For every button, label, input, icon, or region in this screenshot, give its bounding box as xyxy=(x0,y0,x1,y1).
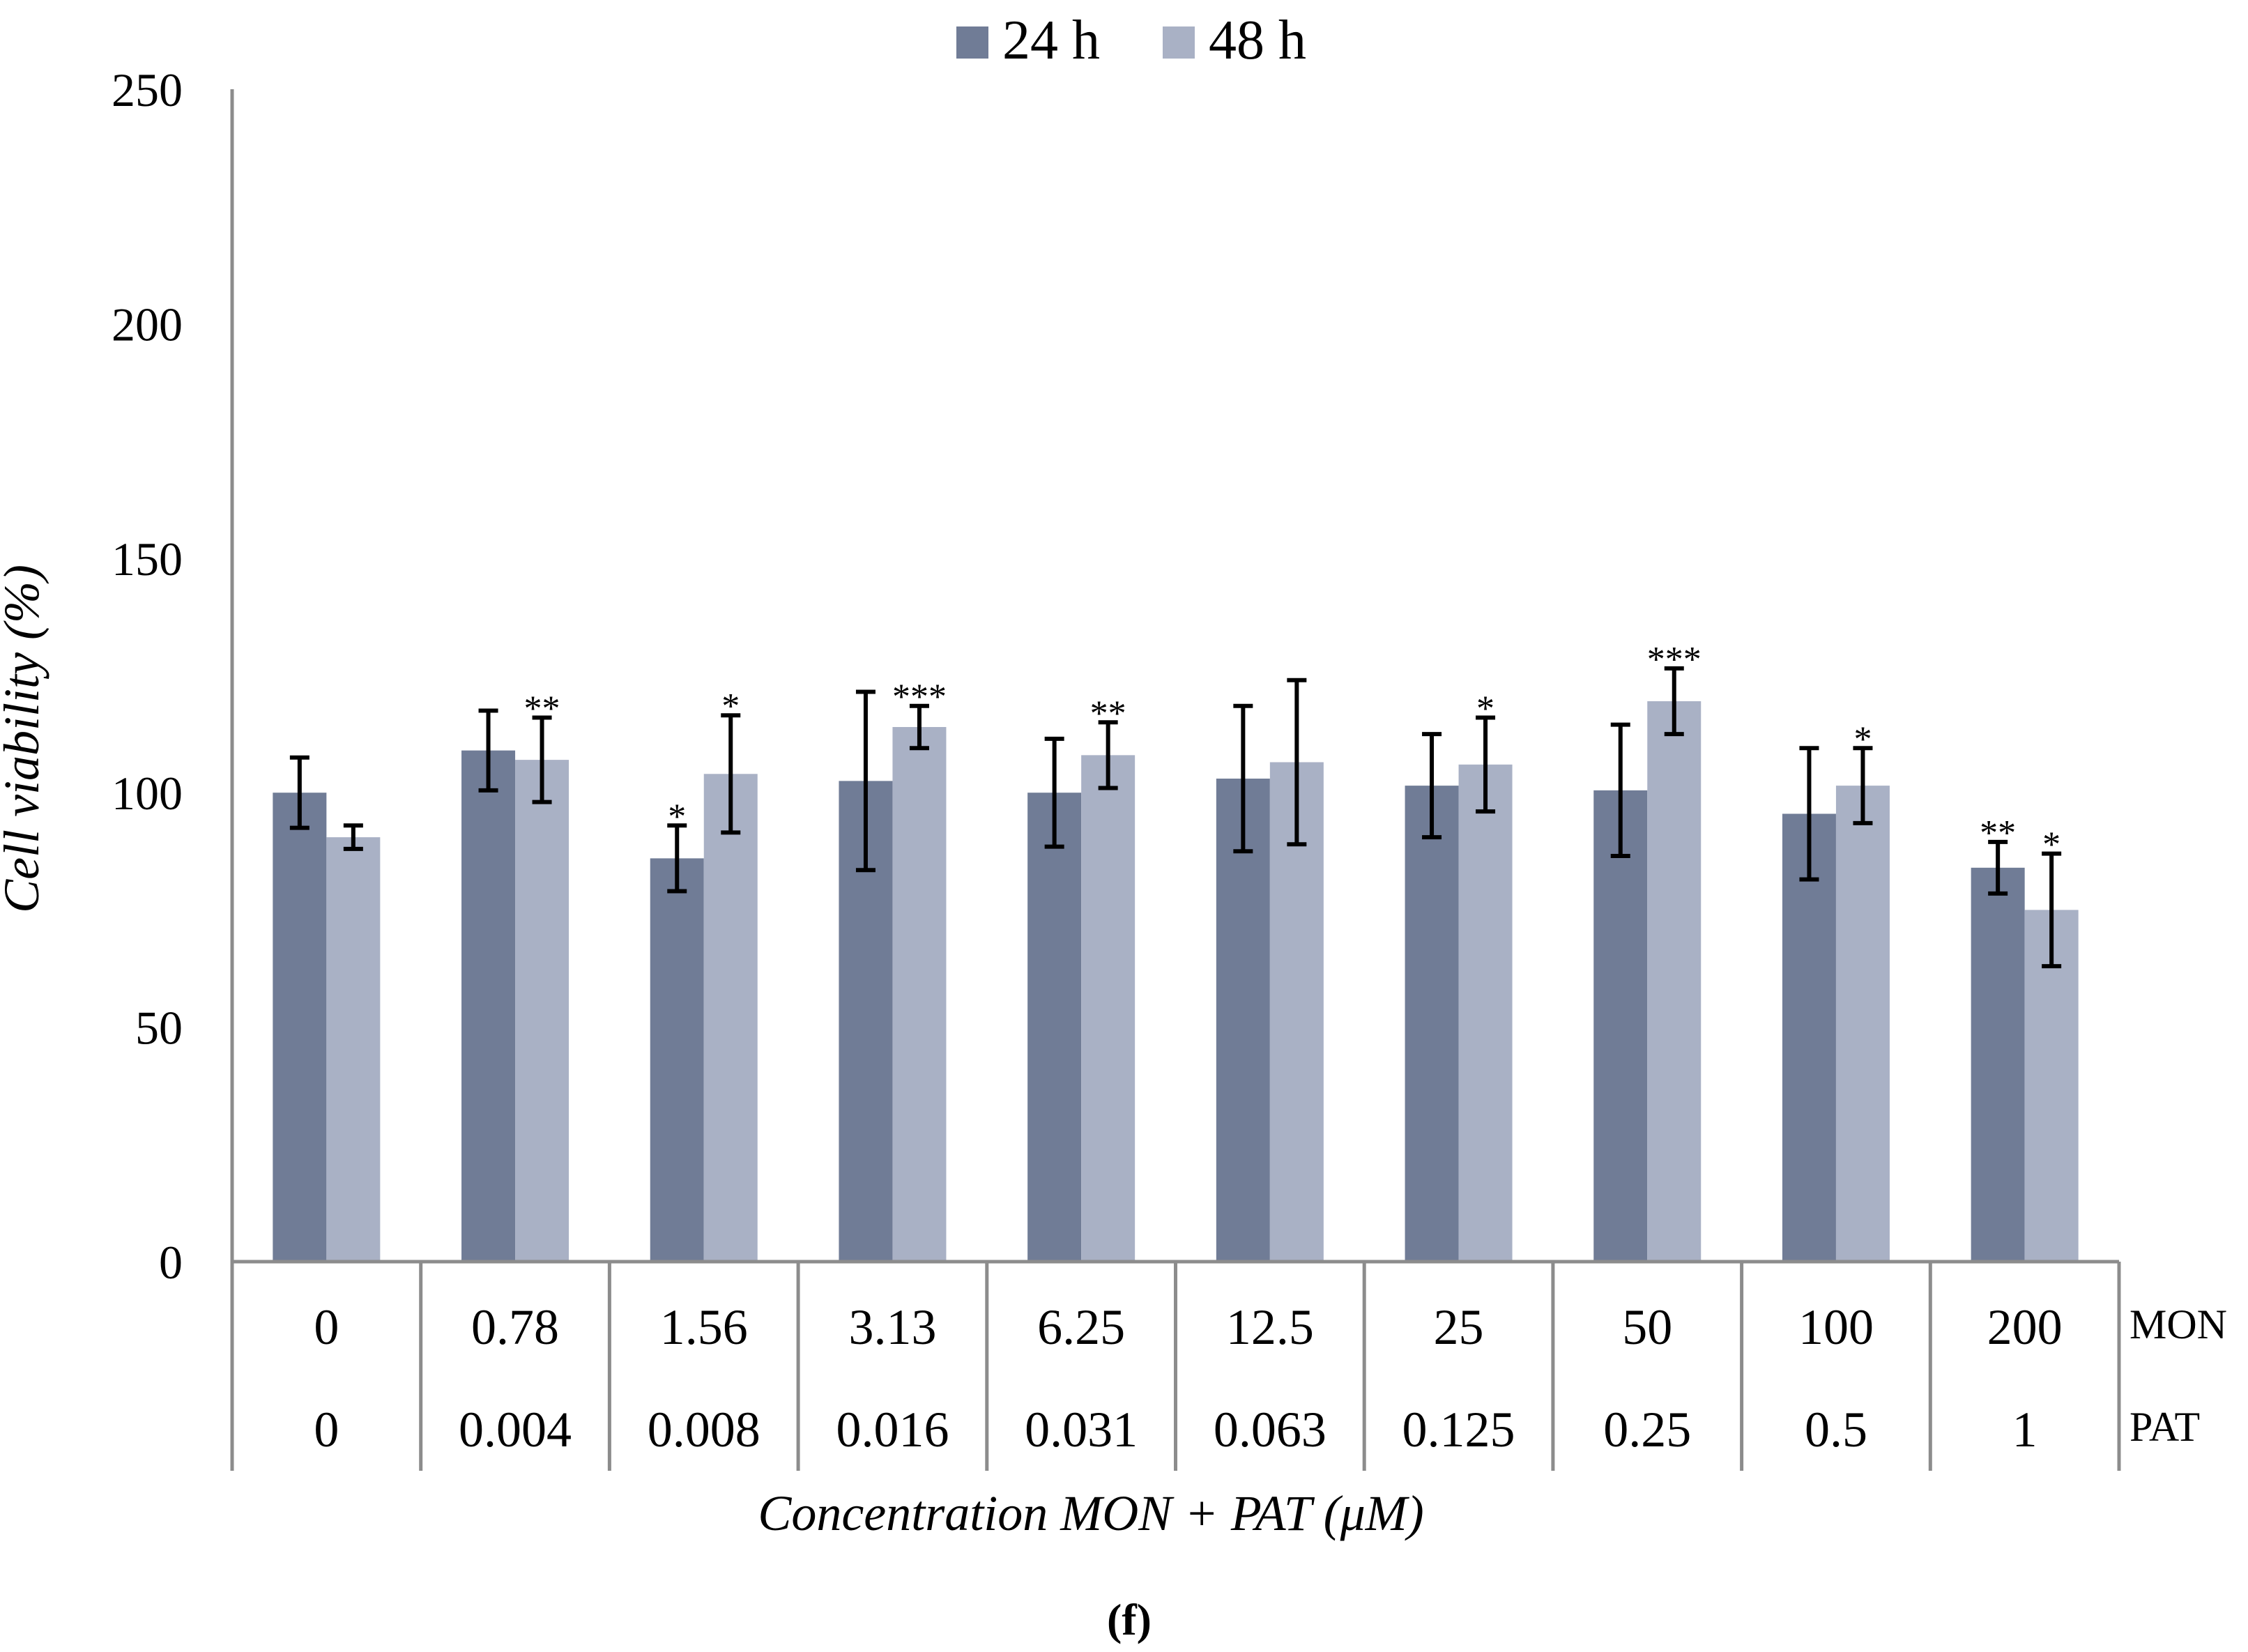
bar-48h xyxy=(892,727,947,1262)
y-tick-label: 50 xyxy=(135,1002,183,1055)
error-bar xyxy=(1610,722,1630,859)
error-bar xyxy=(1664,666,1684,737)
category-label-pat: 0 xyxy=(314,1402,339,1458)
legend: 24 h 48 h xyxy=(956,10,1306,71)
error-bar xyxy=(478,708,498,793)
significance-marker: * xyxy=(668,797,686,836)
bar-24h xyxy=(1216,779,1270,1262)
legend-label: 24 h xyxy=(1002,10,1100,71)
category-label-pat: 0.063 xyxy=(1214,1402,1326,1458)
error-bar xyxy=(1799,746,1819,882)
error-bar xyxy=(1044,736,1064,849)
x-axis-title: Concentration MON + PAT (μM) xyxy=(758,1485,1423,1541)
error-bar xyxy=(1988,839,2008,896)
y-tick-label: 200 xyxy=(112,298,183,351)
legend-swatch xyxy=(1163,26,1195,59)
bar-48h xyxy=(1081,755,1136,1262)
bar-24h xyxy=(1027,793,1082,1262)
bar-48h xyxy=(326,837,381,1262)
category-label-mon: 200 xyxy=(1987,1299,2063,1355)
category-label-mon: 6.25 xyxy=(1037,1299,1125,1355)
category-label-pat: 0.008 xyxy=(648,1402,760,1458)
significance-marker: * xyxy=(1853,719,1872,759)
significance-marker: ** xyxy=(1090,694,1126,733)
category-label-mon: 12.5 xyxy=(1226,1299,1314,1355)
y-tick-label: 0 xyxy=(159,1236,183,1289)
significance-marker: * xyxy=(721,687,740,726)
y-tick-label: 100 xyxy=(112,767,183,820)
category-label-pat: 0.016 xyxy=(836,1402,949,1458)
error-bar xyxy=(1287,678,1307,847)
error-bar xyxy=(855,689,876,873)
bar-24h xyxy=(1405,786,1459,1262)
error-bar xyxy=(1853,746,1873,825)
error-bar xyxy=(721,713,741,835)
error-bar xyxy=(1422,732,1442,840)
legend-label: 48 h xyxy=(1209,10,1306,71)
bar-48h xyxy=(703,774,758,1262)
category-label-pat: 0.25 xyxy=(1603,1402,1691,1458)
category-label-pat: 0.125 xyxy=(1402,1402,1515,1458)
category-label-mon: 50 xyxy=(1622,1299,1672,1355)
significance-marker: *** xyxy=(1647,640,1702,680)
error-bar xyxy=(1233,703,1253,854)
significance-marker: ** xyxy=(524,689,560,729)
error-bar xyxy=(909,703,929,751)
bars: * **** * *** ** ****** xyxy=(273,640,2079,1262)
legend-swatch xyxy=(956,26,988,59)
category-label-mon: 0 xyxy=(314,1299,339,1355)
category-label-mon: 100 xyxy=(1798,1299,1874,1355)
category-label-pat: 0.5 xyxy=(1805,1402,1867,1458)
bar-48h xyxy=(1835,786,1890,1262)
legend-item: 48 h xyxy=(1163,10,1306,71)
error-bar xyxy=(289,755,309,830)
significance-marker: *** xyxy=(892,678,947,717)
x-axis: 0 0.78 1.56 3.13 6.25 12.5 25 50 100 200 MON 0 0.004… xyxy=(230,1260,2227,1471)
significance-marker: * xyxy=(2042,825,2060,865)
bar-24h xyxy=(273,793,327,1262)
y-axis: 0 50 100 150 200 250 xyxy=(112,63,234,1471)
bar-24h xyxy=(1971,867,2025,1262)
error-bar xyxy=(343,823,363,851)
significance-marker: ** xyxy=(1980,813,2016,853)
y-tick-label: 250 xyxy=(112,63,183,116)
error-bar xyxy=(1098,720,1118,790)
category-label-pat: 0.004 xyxy=(459,1402,572,1458)
category-label-mon: 0.78 xyxy=(471,1299,559,1355)
bar-48h xyxy=(2024,910,2079,1262)
error-bar xyxy=(1476,715,1496,814)
y-axis-title: Cell viability (%) xyxy=(0,565,49,913)
bar-24h xyxy=(1782,813,1836,1262)
error-bar xyxy=(667,823,687,894)
category-label-pat: 1 xyxy=(2012,1402,2037,1458)
bar-48h xyxy=(515,760,569,1262)
category-label-mon: 1.56 xyxy=(660,1299,748,1355)
error-bar xyxy=(532,715,552,804)
bar-24h xyxy=(650,858,704,1262)
category-label-pat: 0.031 xyxy=(1025,1402,1138,1458)
bar-48h xyxy=(1458,764,1513,1262)
category-label-mon: 25 xyxy=(1434,1299,1484,1355)
bar-24h xyxy=(1593,790,1648,1262)
y-tick-label: 150 xyxy=(112,533,183,586)
category-label-mon: 3.13 xyxy=(848,1299,936,1355)
bar-48h xyxy=(1647,701,1702,1262)
category-row-name: PAT xyxy=(2130,1404,2200,1450)
category-row-name: MON xyxy=(2130,1301,2227,1347)
legend-item: 24 h xyxy=(956,10,1100,71)
error-bar xyxy=(2042,851,2062,969)
panel-label: (f) xyxy=(1107,1595,1152,1644)
bar-24h xyxy=(461,750,516,1262)
significance-marker: * xyxy=(1476,689,1494,729)
